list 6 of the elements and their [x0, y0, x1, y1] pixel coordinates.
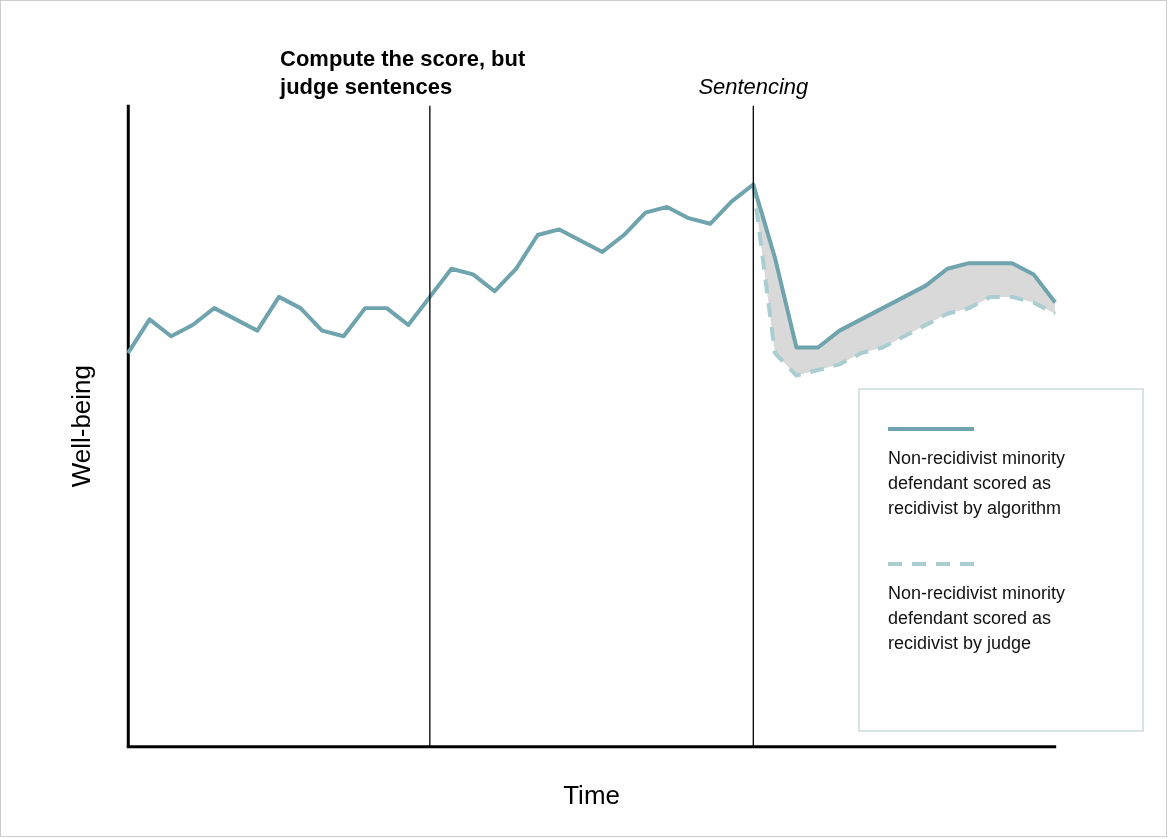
legend-label: Non-recidivist minority defendant scored as recidivist by judge	[888, 582, 1067, 655]
x-axis-title: Time	[563, 780, 620, 809]
legend-label: Non-recidivist minority defendant scored as recidivist by algorithm	[888, 447, 1067, 520]
y-axis-title: Well-being	[66, 365, 95, 488]
text: Compute the score, but judge sentences	[279, 45, 526, 99]
text: Sentencing	[698, 73, 809, 99]
